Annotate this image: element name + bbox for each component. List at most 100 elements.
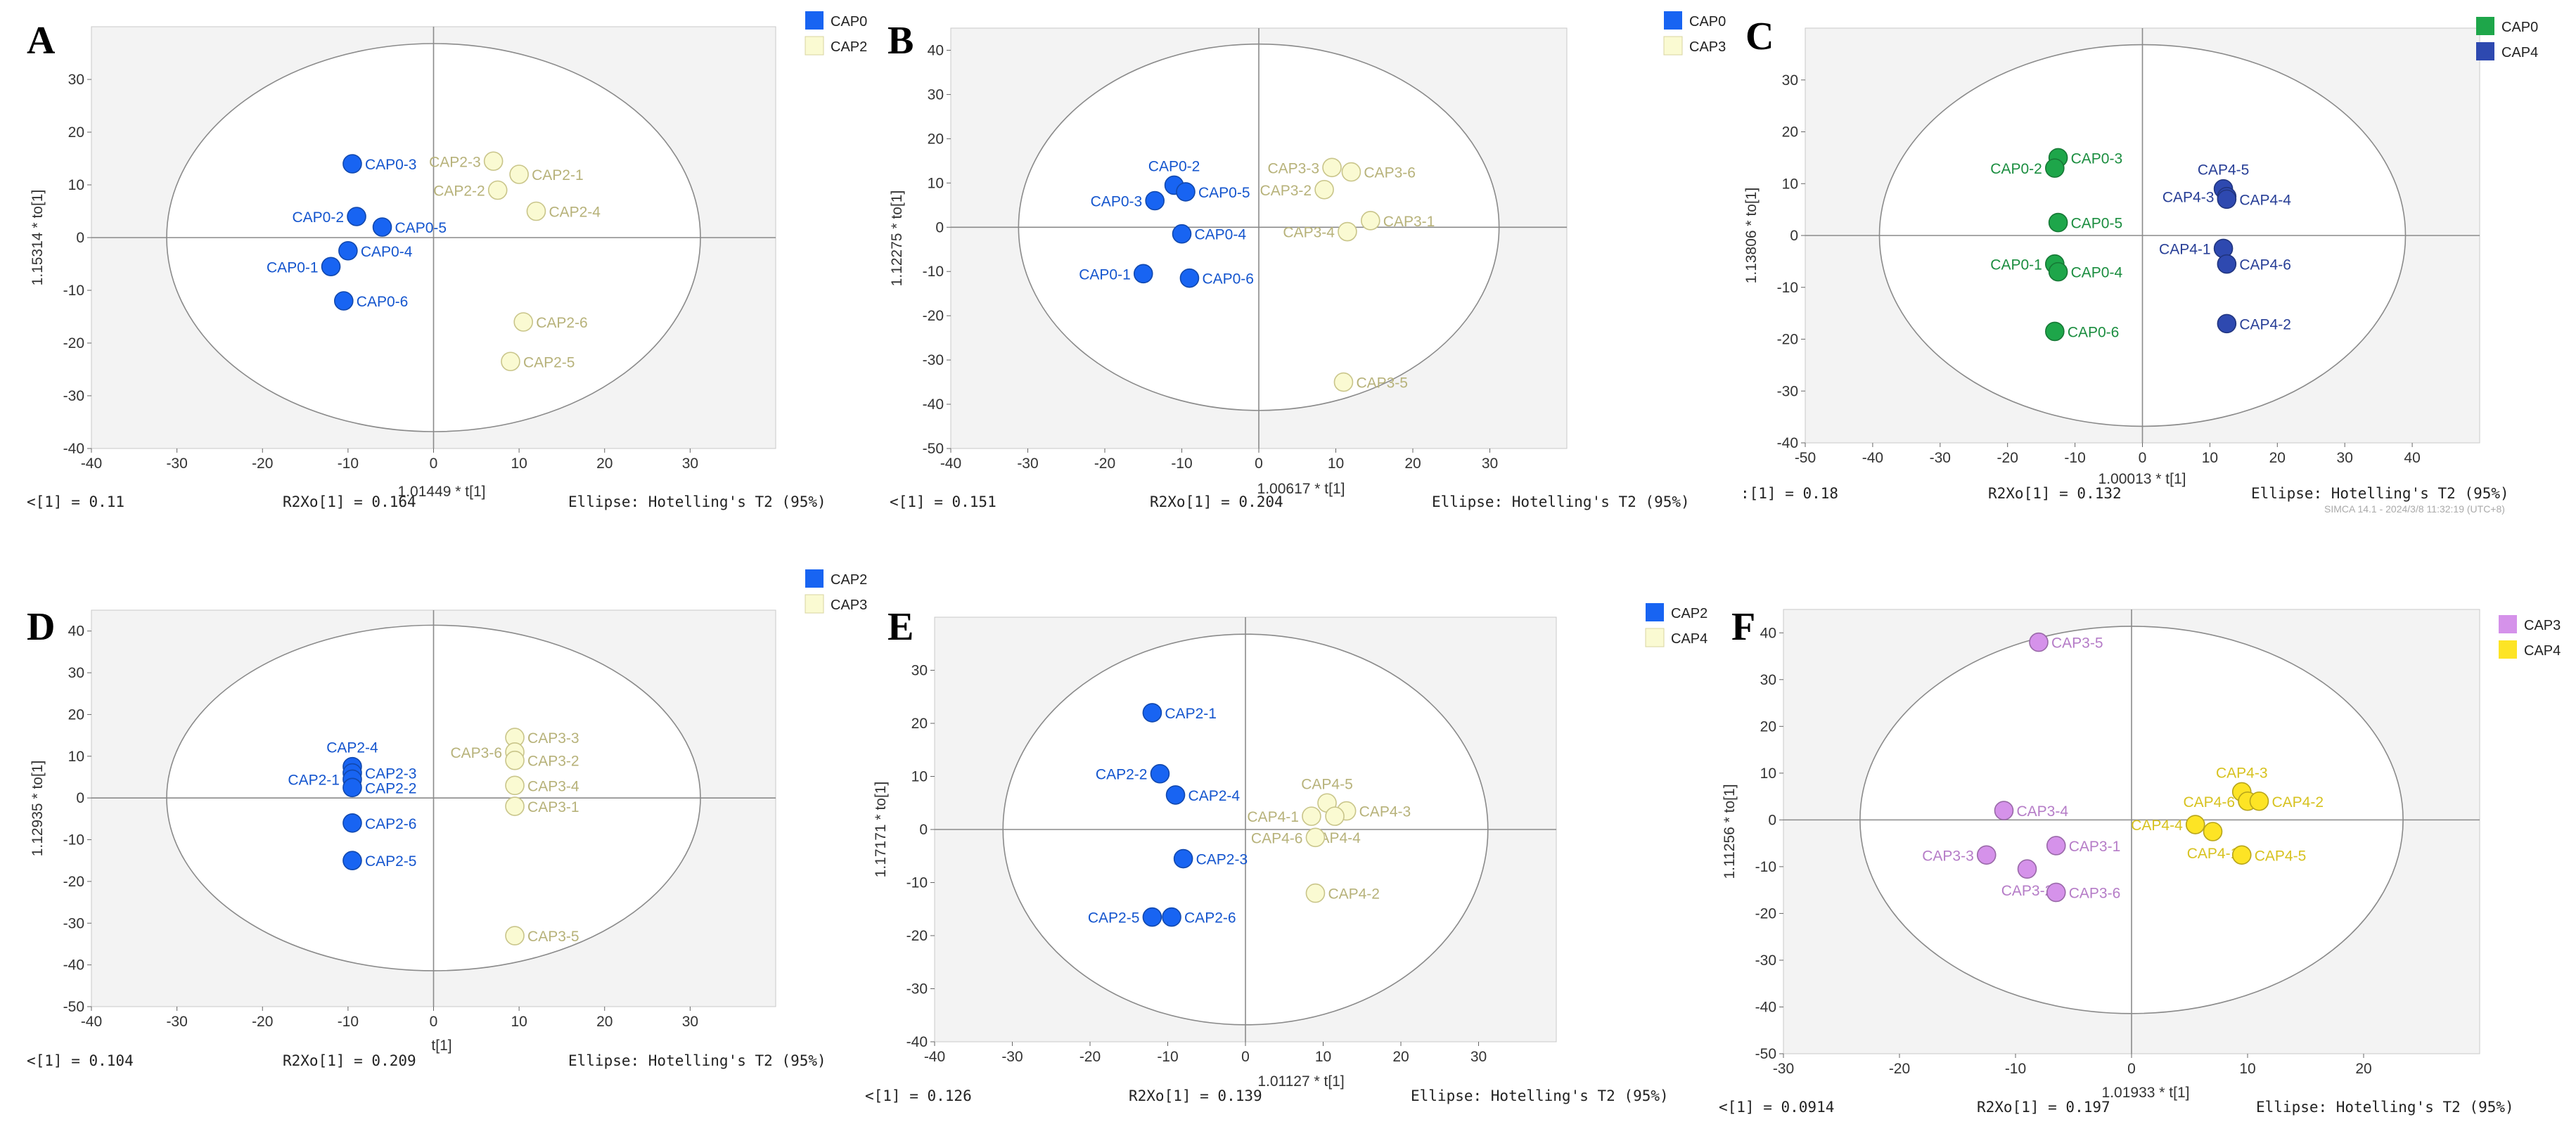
point-label: CAP3-3 <box>1922 848 1974 864</box>
data-point <box>526 201 546 221</box>
y-tick-label: -20 <box>63 874 84 890</box>
y-axis-label: 1.17171 * to[1] <box>873 782 889 878</box>
point-label: CAP2-2 <box>1096 767 1148 783</box>
point-label: CAP3-5 <box>527 929 579 945</box>
point-label: CAP4-2 <box>1328 886 1380 903</box>
point-label: CAP4-2 <box>2239 316 2291 332</box>
point-label: CAP3-2 <box>527 754 579 770</box>
x-axis-label: t[1] <box>431 1038 451 1054</box>
x-axis-label: 1.01449 * t[1] <box>398 484 486 500</box>
point-label: CAP3-2 <box>2001 883 2053 899</box>
x-tick-label: -40 <box>940 456 961 472</box>
y-tick-label: 40 <box>1760 625 1776 641</box>
series-CAP0: CAP0-3 CAP0-2 CAP0-5 CAP0-4 CAP0-1 CAP0-6 <box>267 154 447 311</box>
legend-swatch <box>805 594 824 614</box>
data-point <box>338 240 358 261</box>
y-tick-label: -50 <box>1755 1046 1776 1062</box>
point-label: CAP3-1 <box>527 799 579 815</box>
y-tick-label: -40 <box>63 441 84 457</box>
legend-label: CAP0 <box>831 14 867 30</box>
y-tick-label: 10 <box>1782 176 1798 192</box>
point-label: CAP2-1 <box>288 772 340 788</box>
point-label: CAP2-1 <box>1165 706 1217 722</box>
footer-stat: Ellipse: Hotelling's T2 (95%) <box>568 493 826 510</box>
point-label: CAP4-4 <box>2239 192 2291 208</box>
x-tick-label: 20 <box>2355 1061 2371 1077</box>
data-point <box>1338 221 1357 242</box>
x-tick-label: -30 <box>1930 450 1951 466</box>
y-tick-label: 10 <box>68 749 84 765</box>
x-tick-label: -40 <box>1862 450 1883 466</box>
point-label: CAP2-1 <box>532 167 584 183</box>
footer-stat: R2Xo[1] = 0.209 <box>283 1052 416 1069</box>
data-point <box>342 813 362 833</box>
y-tick-label: -30 <box>923 352 944 368</box>
legend-swatch <box>805 11 824 30</box>
y-tick-label: -20 <box>923 308 944 324</box>
legend-swatch <box>2499 640 2517 659</box>
point-label: CAP0-2 <box>293 209 345 226</box>
x-tick-label: 20 <box>1392 1049 1409 1065</box>
point-label: CAP0-6 <box>2068 324 2120 340</box>
point-label: CAP3-5 <box>2051 635 2103 652</box>
x-tick-label: -20 <box>252 456 273 472</box>
point-label: CAP2-6 <box>1184 910 1236 926</box>
y-tick-label: 30 <box>68 665 84 681</box>
y-tick-label: -40 <box>1755 999 1776 1015</box>
point-label: CAP3-4 <box>527 778 579 794</box>
point-label: CAP2-5 <box>365 853 417 870</box>
y-tick-label: 0 <box>76 230 84 246</box>
data-point <box>505 926 525 945</box>
point-label: CAP3-5 <box>1356 375 1408 392</box>
x-tick-label: 10 <box>2202 450 2218 466</box>
point-label: CAP3-6 <box>2069 885 2121 901</box>
data-point <box>513 312 534 332</box>
x-tick-label: -20 <box>252 1014 273 1030</box>
point-label: CAP4-6 <box>1251 830 1303 846</box>
point-label: CAP0-6 <box>357 294 409 310</box>
x-tick-label: 30 <box>1470 1049 1487 1065</box>
data-point <box>1162 907 1181 927</box>
footer-stat: R2Xo[1] = 0.132 <box>1988 485 2122 502</box>
panel-letter: E <box>887 605 914 649</box>
y-tick-label: 30 <box>1760 672 1776 688</box>
point-label: CAP3-6 <box>1364 165 1416 181</box>
y-tick-label: 30 <box>68 72 84 88</box>
legend-swatch <box>2476 42 2494 60</box>
point-label: CAP4-6 <box>2239 257 2291 273</box>
x-tick-label: -10 <box>2064 450 2085 466</box>
x-tick-label: -20 <box>1889 1061 1910 1077</box>
y-tick-label: 20 <box>1782 124 1798 141</box>
point-label: CAP4-4 <box>2131 818 2183 834</box>
y-tick-label: 40 <box>928 42 944 58</box>
footer-stat: :[1] = 0.18 <box>1741 485 1838 502</box>
point-label: CAP4-2 <box>2272 794 2324 811</box>
data-point <box>1325 806 1345 826</box>
data-point <box>1360 211 1380 231</box>
point-label: CAP0-1 <box>267 259 319 276</box>
point-label: CAP2-6 <box>365 816 417 832</box>
point-label: CAP4-3 <box>2216 765 2268 781</box>
y-axis-label: 1.12935 * to[1] <box>30 761 46 857</box>
point-label: CAP0-5 <box>1198 185 1250 201</box>
point-label: CAP3-3 <box>527 730 579 747</box>
x-tick-label: 20 <box>1404 456 1421 472</box>
legend-swatch <box>805 569 824 588</box>
point-label: CAP2-3 <box>365 766 417 782</box>
data-point <box>505 775 525 796</box>
footer-stat: <[1] = 0.11 <box>27 493 124 510</box>
y-tick-label: 20 <box>911 716 928 732</box>
legend-swatch <box>1646 603 1664 621</box>
y-tick-label: -40 <box>923 396 944 413</box>
point-label: CAP3-1 <box>1383 214 1435 230</box>
point-label: CAP4-6 <box>2183 794 2235 811</box>
series-CAP2: CAP2-3 CAP2-1 CAP2-2 CAP2-4 CAP2-6 CAP2-5 <box>429 151 601 372</box>
point-label: CAP0-4 <box>361 244 413 260</box>
y-tick-label: 0 <box>919 822 928 838</box>
y-tick-label: -20 <box>1755 905 1776 922</box>
footer-stat: <[1] = 0.0914 <box>1719 1099 1834 1116</box>
series-CAP2: CAP2-4 CAP2-3 CAP2-1 CAP2-2 CAP2-6 CAP2-5 <box>288 740 417 871</box>
x-tick-label: -30 <box>1773 1061 1794 1077</box>
x-tick-label: -10 <box>1171 456 1192 472</box>
